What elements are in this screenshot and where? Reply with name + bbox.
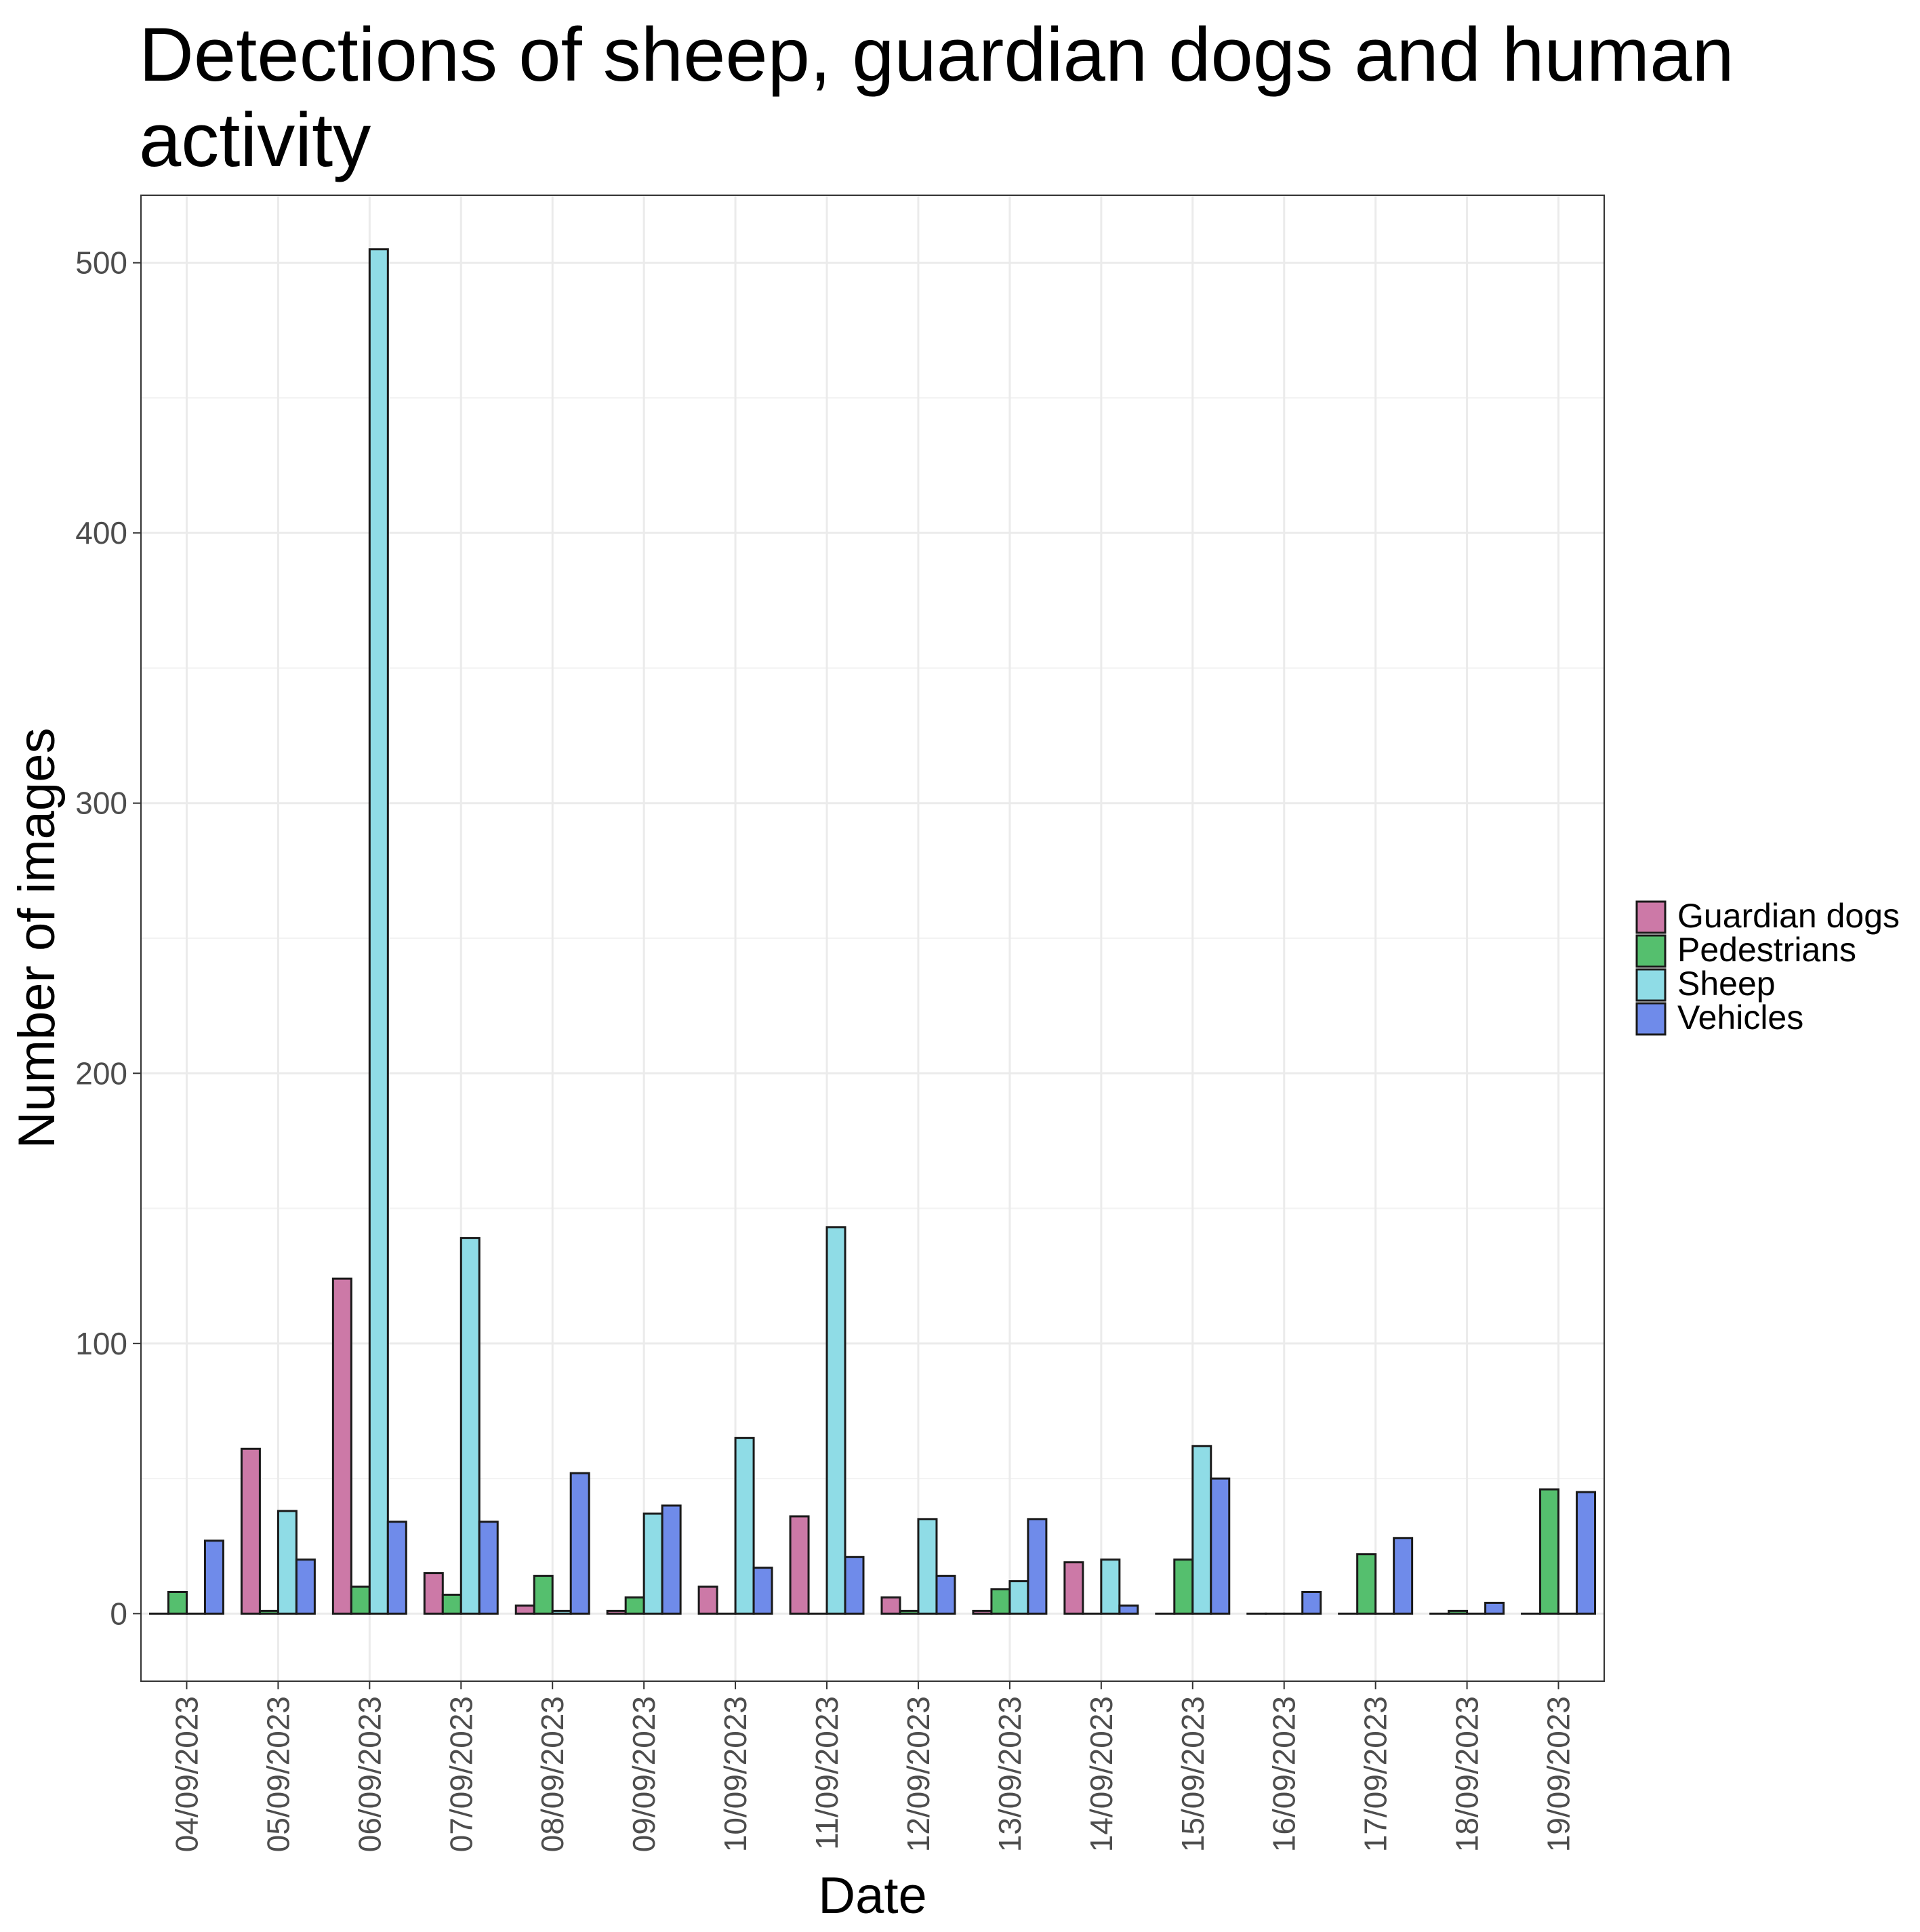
legend-swatch (1635, 1002, 1667, 1036)
x-tick-label: 07/09/2023 (443, 1696, 478, 1852)
bar (423, 1572, 444, 1615)
bar (899, 1609, 920, 1615)
bar (203, 1539, 224, 1615)
bar (459, 1236, 481, 1615)
x-tick-label: 17/09/2023 (1358, 1696, 1393, 1852)
bar (1576, 1491, 1597, 1615)
bar (789, 1515, 810, 1615)
bar (624, 1596, 645, 1615)
bar (1027, 1518, 1048, 1615)
bar (350, 1586, 371, 1615)
x-tick-label: 06/09/2023 (352, 1696, 387, 1852)
x-tick-label: 16/09/2023 (1267, 1696, 1302, 1852)
bar (441, 1593, 462, 1615)
legend-label: Vehicles (1677, 999, 1803, 1037)
bar (331, 1277, 352, 1615)
x-tick-label: 13/09/2023 (992, 1696, 1027, 1852)
bar (240, 1447, 261, 1615)
x-tick-label: 19/09/2023 (1541, 1696, 1576, 1852)
legend-swatch (1635, 968, 1667, 1002)
legend-label: Sheep (1677, 965, 1776, 1003)
bar (1393, 1537, 1414, 1615)
bars (148, 248, 1597, 1615)
y-axis: 0 100 200 300 400 500 (75, 245, 141, 1631)
x-tick-label: 11/09/2023 (809, 1696, 844, 1850)
bar (825, 1226, 846, 1615)
y-axis-label: Number of images (8, 728, 66, 1149)
y-tick-label: 0 (110, 1596, 127, 1631)
chart-title: Detections of sheep, guardian dogs and h… (139, 12, 1734, 182)
legend-swatch (1635, 900, 1667, 934)
bar (258, 1609, 279, 1615)
bar (990, 1588, 1011, 1615)
y-tick-label: 500 (75, 245, 127, 281)
bar (1063, 1561, 1084, 1615)
x-tick-label: 12/09/2023 (901, 1696, 936, 1852)
bar (880, 1596, 901, 1615)
x-tick-label: 15/09/2023 (1175, 1696, 1210, 1852)
bar (1191, 1445, 1212, 1615)
bar (1356, 1553, 1377, 1615)
bar (1301, 1590, 1322, 1615)
bar (277, 1510, 298, 1615)
bar (569, 1472, 590, 1615)
y-tick-label: 300 (75, 786, 127, 821)
panel-border (140, 195, 1605, 1682)
bar (1484, 1601, 1505, 1615)
y-tick-label: 100 (75, 1326, 127, 1361)
bar (844, 1556, 865, 1615)
bar (1100, 1558, 1121, 1615)
bar (1539, 1488, 1560, 1615)
x-tick-label: 08/09/2023 (535, 1696, 570, 1852)
bar (697, 1586, 718, 1615)
bar (972, 1609, 993, 1615)
x-tick-label: 14/09/2023 (1084, 1696, 1119, 1852)
bar (368, 248, 389, 1615)
x-tick-label: 09/09/2023 (626, 1696, 661, 1852)
bar (935, 1575, 956, 1615)
x-tick-label: 04/09/2023 (169, 1696, 204, 1852)
y-tick-label: 400 (75, 515, 127, 550)
x-tick-label: 05/09/2023 (260, 1696, 295, 1852)
x-tick-label: 18/09/2023 (1450, 1696, 1485, 1852)
bar (606, 1609, 627, 1615)
bar (752, 1567, 773, 1615)
bar (1008, 1580, 1029, 1615)
bar (661, 1504, 682, 1615)
bar (514, 1604, 535, 1615)
x-axis-label: Date (818, 1867, 927, 1925)
x-tick-label: 10/09/2023 (718, 1696, 753, 1852)
legend-swatch (1635, 934, 1667, 968)
bar (917, 1518, 938, 1615)
bar (642, 1512, 663, 1615)
bar (1210, 1477, 1231, 1615)
bar (734, 1436, 755, 1615)
bar (1173, 1558, 1194, 1615)
bar (167, 1590, 188, 1615)
y-tick-label: 200 (75, 1055, 127, 1091)
bar (533, 1575, 554, 1615)
bar (551, 1609, 572, 1615)
bar (295, 1558, 316, 1615)
x-axis: 04/09/2023 05/09/2023 06/09/2023 07/09/2023… (169, 1681, 1576, 1852)
legend-label: Pedestrians (1677, 931, 1856, 969)
legend-label: Guardian dogs (1677, 897, 1900, 935)
bar (478, 1521, 499, 1615)
bar (1448, 1609, 1469, 1615)
bar (1118, 1604, 1139, 1615)
bar (386, 1521, 407, 1615)
grid-minor (141, 397, 1604, 1480)
